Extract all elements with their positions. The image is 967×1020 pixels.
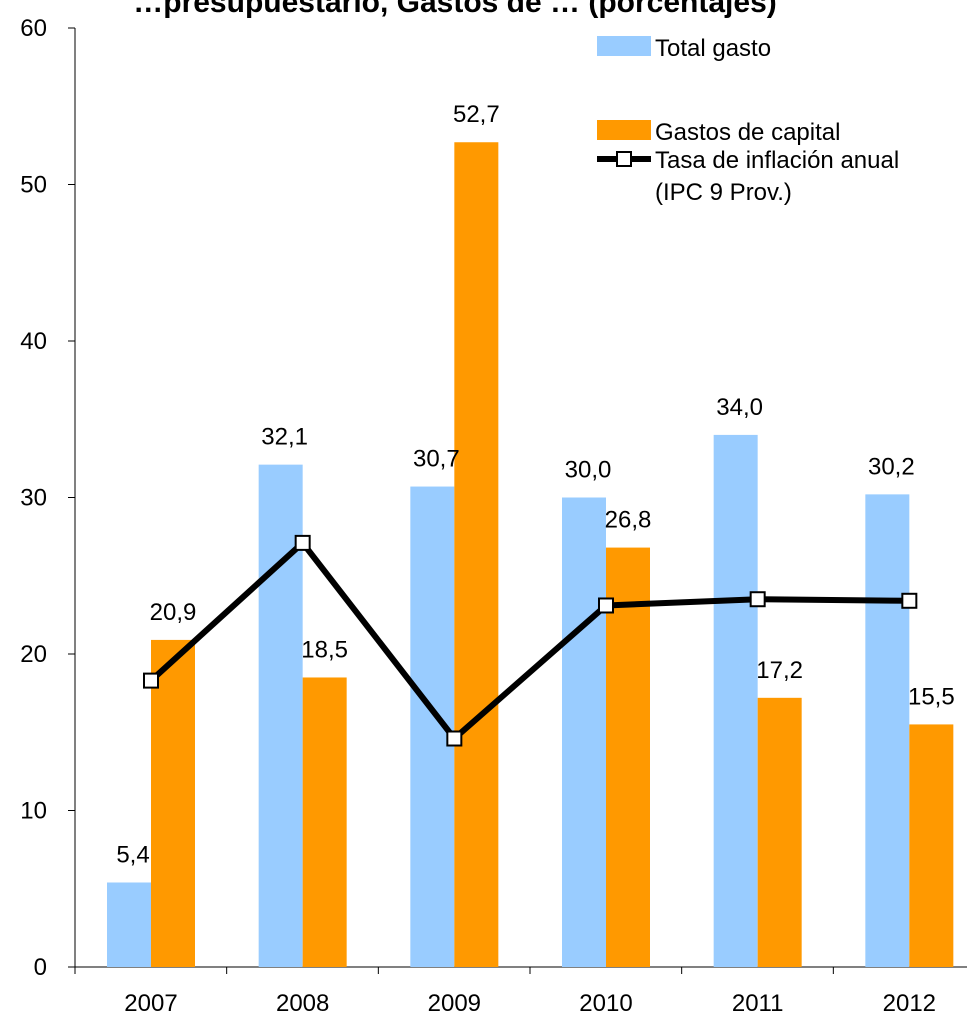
bar-total-gasto: [107, 882, 151, 967]
inflation-marker: [294, 534, 311, 551]
y-tick-label: 30: [20, 485, 47, 512]
y-axis: 0 10 20 30 40 50 60: [20, 15, 76, 981]
data-label-total-gasto: 30,7: [413, 446, 460, 473]
data-label-total-gasto: 30,2: [868, 453, 915, 480]
bar-total-gasto: [865, 494, 910, 967]
y-tick-label: 40: [20, 328, 47, 355]
data-labels: 5,4 20,9 32,1 18,5 30,7 52,7 30,0 26,8 34,0 17,2 3…: [116, 101, 954, 868]
legend: Total gasto Gastos de capital Tasa de in…: [597, 35, 899, 206]
bar-gastos-capital: [606, 547, 650, 967]
data-label-gastos-capital: 15,5: [908, 683, 955, 710]
bar-gastos-capital: [302, 677, 347, 967]
data-label-gastos-capital: 18,5: [301, 636, 348, 663]
bar-total-gasto: [713, 434, 758, 967]
x-tick-label: 2008: [276, 990, 329, 1017]
bar-total-gasto: [562, 497, 606, 967]
y-tick-label: 10: [20, 798, 47, 825]
x-axis: 2007 2008 2009 2010 2011 2012: [74, 966, 967, 1017]
bar-gastos-capital: [454, 142, 499, 967]
legend-marker-inflation: [616, 151, 632, 167]
x-tick-label: 2009: [428, 990, 481, 1017]
legend-swatch-gastos-capital: [597, 120, 651, 140]
x-tick-label: 2010: [579, 990, 632, 1017]
y-tick-label: 60: [20, 15, 47, 42]
chart-title: …presupuestario, Gastos de … (porcentaje…: [133, 0, 777, 19]
inflation-line: [143, 534, 918, 747]
x-tick-label: 2011: [732, 990, 784, 1017]
inflation-marker: [749, 591, 766, 608]
inflation-marker: [598, 597, 614, 614]
data-label-gastos-capital: 52,7: [453, 101, 500, 128]
bar-gastos-capital: [909, 724, 954, 967]
legend-label-gastos-capital: Gastos de capital: [655, 119, 840, 146]
legend-swatch-total-gasto: [597, 36, 651, 56]
y-tick-label: 50: [20, 172, 47, 199]
bar-gastos-capital: [151, 639, 195, 967]
bar-gastos-capital: [757, 697, 802, 967]
inflation-line-path: [148, 539, 910, 742]
data-label-gastos-capital: 17,2: [756, 657, 803, 684]
data-label-gastos-capital: 20,9: [150, 599, 197, 626]
legend-label-inflation: Tasa de inflación anual: [655, 147, 899, 174]
inflation-marker: [446, 730, 463, 747]
data-label-total-gasto: 5,4: [116, 841, 149, 868]
x-tick-label: 2012: [883, 990, 936, 1017]
x-tick-label: 2007: [124, 990, 177, 1017]
data-label-total-gasto: 34,0: [716, 394, 763, 421]
y-tick-label: 20: [20, 641, 47, 668]
y-tick-label: 0: [34, 954, 47, 981]
data-label-total-gasto: 32,1: [261, 424, 308, 451]
data-label-total-gasto: 30,0: [565, 457, 612, 484]
data-label-gastos-capital: 26,8: [605, 507, 652, 534]
inflation-marker: [143, 672, 159, 689]
bars: [107, 142, 954, 967]
legend-label-inflation-line2: (IPC 9 Prov.): [655, 179, 792, 206]
legend-label-total-gasto: Total gasto: [655, 35, 771, 62]
inflation-marker: [901, 592, 918, 609]
